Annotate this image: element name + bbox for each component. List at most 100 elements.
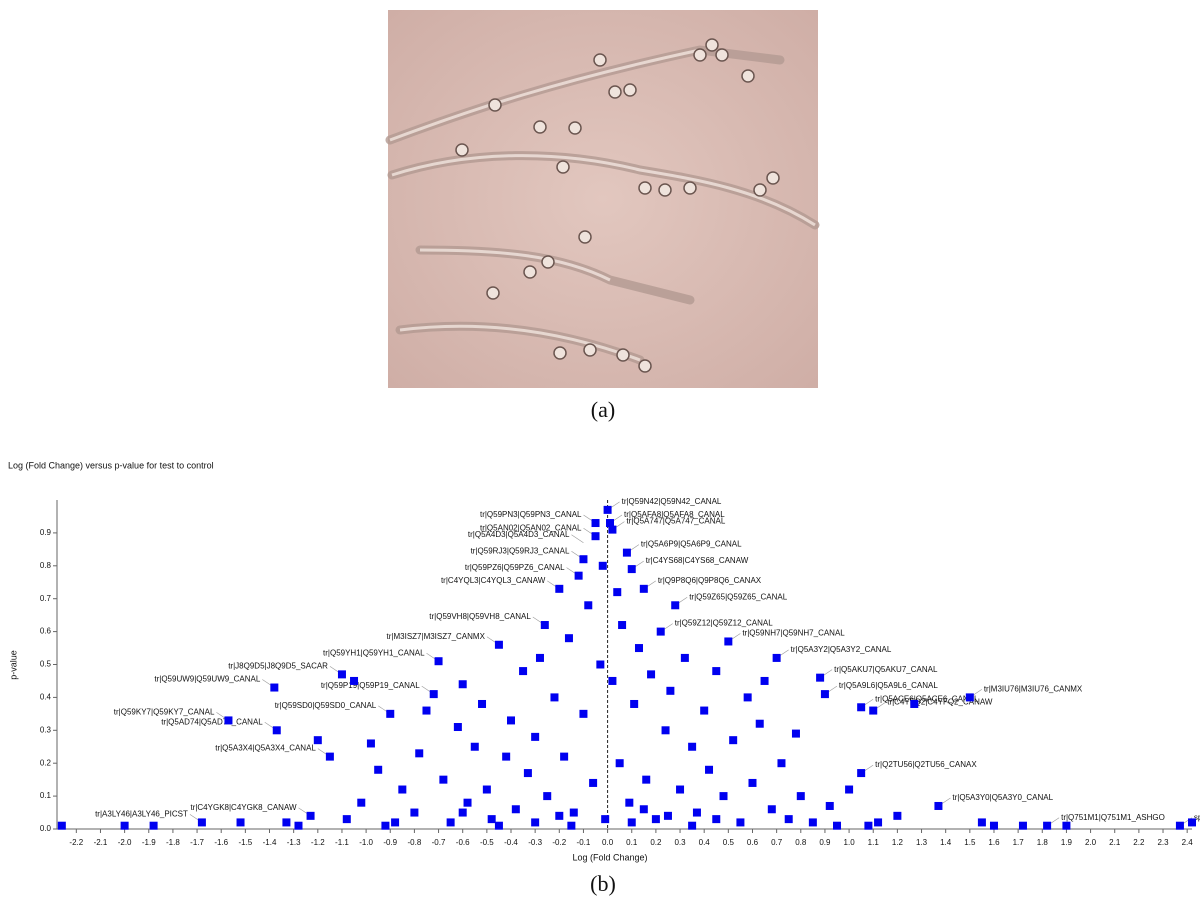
point	[767, 805, 776, 814]
point	[893, 811, 902, 820]
y-tick-label: 0.8	[40, 561, 52, 570]
point	[567, 821, 576, 830]
point	[540, 621, 549, 630]
point	[816, 673, 825, 682]
x-tick-label: -0.8	[408, 838, 422, 847]
point	[661, 726, 670, 735]
point	[688, 742, 697, 751]
point	[591, 532, 600, 541]
annotation: tr|Q2TU56|Q2TU56_CANAX	[875, 760, 977, 769]
point	[555, 584, 564, 593]
x-tick-label: 0.5	[723, 838, 735, 847]
point	[688, 821, 697, 830]
point	[666, 686, 675, 695]
annotation: tr|Q59RJ3|Q59RJ3_CANAL	[471, 546, 570, 555]
point	[446, 818, 455, 827]
x-tick-label: -2.1	[94, 838, 108, 847]
point	[820, 690, 829, 699]
y-tick-label: 0.1	[40, 791, 52, 800]
annotation: tr|Q5A6P9|Q5A6P9_CANAL	[641, 540, 742, 549]
point	[391, 818, 400, 827]
point	[519, 667, 528, 676]
annotation: tr|C4YFQ2|C4YFQ2_CANAW	[887, 698, 993, 707]
x-tick-label: 1.8	[1037, 838, 1049, 847]
point	[743, 693, 752, 702]
point	[651, 815, 660, 824]
hyphae-highlight	[389, 48, 816, 362]
y-tick-label: 0.5	[40, 660, 52, 669]
point	[656, 627, 665, 636]
point	[487, 815, 496, 824]
x-tick-label: -2.0	[118, 838, 132, 847]
x-tick-label: -1.4	[263, 838, 277, 847]
y-tick-label: 0.9	[40, 528, 52, 537]
point	[796, 792, 805, 801]
annotation: tr|C4YQL3|C4YQL3_CANAW	[441, 576, 546, 585]
point	[236, 818, 245, 827]
x-tick-label: 1.1	[868, 838, 880, 847]
x-tick-label: 1.6	[988, 838, 1000, 847]
x-tick-label: -1.0	[359, 838, 373, 847]
annotation: tr|Q5AD74|Q5AD74_CANAL	[161, 717, 263, 726]
point	[692, 808, 701, 817]
point	[625, 798, 634, 807]
point	[845, 785, 854, 794]
point	[639, 584, 648, 593]
x-tick-label: -0.3	[528, 838, 542, 847]
point	[663, 811, 672, 820]
point	[439, 775, 448, 784]
x-tick-label: -1.7	[190, 838, 204, 847]
point	[574, 571, 583, 580]
point	[149, 821, 158, 830]
point	[724, 637, 733, 646]
annotation: tr|C4YGK8|C4YGK8_CANAW	[190, 803, 297, 812]
point	[415, 749, 424, 758]
x-tick-label: 0.9	[819, 838, 831, 847]
annotation: tr|M3IU76|M3IU76_CANMX	[984, 685, 1083, 694]
spores	[455, 38, 780, 373]
point	[478, 699, 487, 708]
point	[398, 785, 407, 794]
point	[712, 667, 721, 676]
point	[910, 699, 919, 708]
annotation: tr|J8Q9D5|J8Q9D5_SACAR	[228, 661, 328, 670]
point	[603, 505, 612, 514]
point	[422, 706, 431, 715]
annotation: tr|Q59VH8|Q59VH8_CANAL	[429, 612, 531, 621]
annotation: sp|Q59MV9|FHP_CANAL	[1194, 813, 1200, 822]
panel-label: (b)	[590, 871, 616, 896]
x-tick-label: 1.0	[844, 838, 856, 847]
point	[535, 653, 544, 662]
point	[934, 801, 943, 810]
point	[622, 548, 631, 557]
x-axis-label: Log (Fold Change)	[572, 852, 647, 862]
annotation: tr|Q5AFA8|Q5AFA8_CANAL	[624, 510, 725, 519]
point	[569, 808, 578, 817]
point	[531, 732, 540, 741]
x-tick-label: 1.4	[940, 838, 952, 847]
x-tick-label: 0.0	[602, 838, 614, 847]
annotation: tr|Q59P19|Q59P19_CANAL	[321, 681, 420, 690]
annotation-leader	[571, 534, 584, 544]
annotation: tr|Q5A747|Q5A747_CANAL	[626, 517, 725, 526]
point	[680, 653, 689, 662]
x-tick-label: 0.4	[699, 838, 711, 847]
point	[366, 739, 375, 748]
annotation: tr|Q59NH7|Q59NH7_CANAL	[742, 629, 845, 638]
point	[270, 683, 279, 692]
y-tick-label: 0.2	[40, 758, 52, 767]
point	[736, 818, 745, 827]
point	[507, 716, 515, 725]
point	[523, 769, 532, 778]
point	[642, 775, 651, 784]
point	[864, 821, 873, 830]
point	[294, 821, 303, 830]
point	[606, 519, 615, 528]
x-tick-label: 1.3	[916, 838, 928, 847]
point	[608, 676, 617, 685]
panel-label: (a)	[591, 397, 615, 422]
micrograph	[385, 10, 820, 388]
point	[977, 818, 986, 827]
point	[589, 778, 598, 787]
point	[1043, 821, 1052, 830]
